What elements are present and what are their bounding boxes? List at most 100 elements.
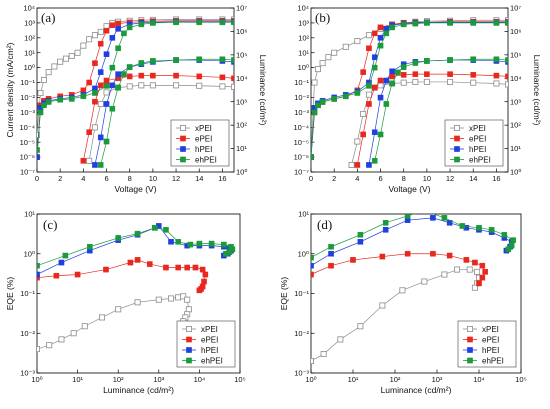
ytick-label-left: 10⁻⁶: [20, 153, 35, 162]
marker-hPEI: [383, 77, 390, 84]
legend-label-hPEI: hPEI: [469, 145, 486, 154]
marker-ePEI: [146, 261, 153, 267]
ytick-label-right: 10⁴: [236, 74, 248, 83]
marker-ehPEI: [311, 154, 314, 160]
marker-xPEI: [365, 91, 372, 98]
marker-xPEI: [421, 278, 428, 285]
marker-ehPEI: [219, 19, 226, 26]
xtick-label: 6: [104, 174, 108, 183]
marker-xPEI: [155, 296, 162, 303]
marker-ehPEI: [126, 64, 133, 70]
marker-ePEI: [366, 45, 372, 52]
marker-ePEI: [103, 266, 109, 273]
ytick-label-right: 10²: [510, 121, 521, 130]
marker-hPEI: [430, 215, 436, 221]
marker-xPEI: [357, 323, 364, 330]
marker-ePEI: [467, 336, 473, 343]
marker-ehPEI: [493, 20, 500, 26]
marker-xPEI: [68, 53, 75, 60]
marker-ePEI: [80, 158, 87, 164]
xtick-label: 10⁴: [473, 375, 485, 384]
legend-label-ePEI: ePEI: [482, 336, 499, 345]
marker-hPEI: [382, 227, 389, 233]
marker-ePEI: [92, 60, 98, 66]
marker-ePEI: [115, 20, 121, 27]
eqe-series-hPEI: [311, 215, 515, 269]
eqe-series-ehPEI: [37, 224, 236, 269]
xtick-label: 2: [58, 174, 62, 183]
legend-label-ePEI: ePEI: [469, 135, 486, 144]
marker-hPEI: [97, 134, 104, 141]
marker-ehPEI: [150, 58, 156, 64]
marker-ePEI: [92, 98, 98, 105]
ytick-label-right: 10⁷: [510, 4, 521, 13]
xtick-label: 0: [309, 174, 313, 183]
marker-ehPEI: [121, 30, 127, 37]
marker-xPEI: [149, 82, 156, 89]
marker-ehPEI: [196, 56, 203, 63]
marker-ePEI: [74, 271, 81, 278]
ytick-label-left: 10⁰: [24, 63, 35, 72]
marker-xPEI: [454, 266, 461, 273]
marker-xPEI: [74, 49, 81, 56]
luminance-series-ehPEI: [97, 56, 234, 168]
marker-ehPEI: [505, 57, 508, 63]
y-axis-label: Current density (mA/cm²): [5, 42, 15, 137]
marker-ehPEI: [62, 252, 69, 259]
marker-xPEI: [320, 351, 327, 358]
xtick-label: 8: [128, 174, 132, 183]
marker-ehPEI: [109, 105, 116, 112]
marker-ehPEI: [97, 162, 104, 168]
marker-xPEI: [91, 124, 98, 131]
ytick-label-right: 10⁰: [236, 168, 247, 177]
marker-ehPEI: [328, 243, 334, 250]
marker-ehPEI: [377, 131, 384, 138]
ytick-label-right: 10⁰: [510, 168, 521, 177]
marker-xPEI: [471, 284, 478, 291]
ytick-label-left: 10²: [24, 33, 35, 42]
marker-ehPEI: [400, 64, 407, 70]
marker-ehPEI: [470, 56, 477, 63]
marker-ehPEI: [196, 240, 203, 247]
marker-ePEI: [463, 257, 470, 263]
marker-hPEI: [168, 238, 174, 245]
marker-hPEI: [92, 162, 98, 168]
panel-label: (a): [41, 10, 55, 25]
marker-xPEI: [365, 32, 372, 39]
marker-ePEI: [412, 71, 419, 77]
ytick-label-right: 10³: [510, 97, 521, 106]
ytick-label-left: 10¹: [24, 48, 35, 57]
marker-ePEI: [400, 72, 407, 78]
legend-label-ehPEI: ehPEI: [469, 156, 491, 165]
legend-label-hPEI: hPEI: [482, 346, 499, 355]
marker-ehPEI: [219, 56, 226, 63]
marker-ehPEI: [187, 241, 194, 248]
marker-ePEI: [479, 274, 486, 281]
marker-ehPEI: [138, 21, 145, 28]
marker-xPEI: [379, 302, 386, 309]
marker-ehPEI: [383, 30, 390, 37]
marker-ehPEI: [319, 99, 326, 105]
marker-ehPEI: [389, 80, 395, 87]
ytick-label-left: 10⁻⁷: [294, 168, 309, 177]
marker-ehPEI: [412, 60, 419, 66]
luminance-line-xPEI: [88, 84, 234, 161]
ytick-label-left: 10²: [298, 33, 309, 42]
marker-ePEI: [424, 71, 430, 77]
marker-ePEI: [493, 72, 500, 79]
ytick-label-left: 10⁻⁶: [294, 153, 309, 162]
marker-ehPEI: [441, 215, 448, 221]
marker-hPEI: [454, 146, 460, 152]
xtick-label: 10³: [432, 375, 443, 384]
ytick-label: 10⁻¹: [20, 289, 35, 298]
luminance-line-ehPEI: [100, 58, 234, 166]
marker-ePEI: [150, 72, 156, 79]
marker-xPEI: [325, 54, 332, 61]
marker-ehPEI: [229, 246, 236, 253]
marker-ehPEI: [115, 45, 121, 52]
legend-label-xPEI: xPEI: [195, 124, 212, 133]
marker-ehPEI: [366, 83, 372, 89]
marker-xPEI: [97, 28, 104, 35]
